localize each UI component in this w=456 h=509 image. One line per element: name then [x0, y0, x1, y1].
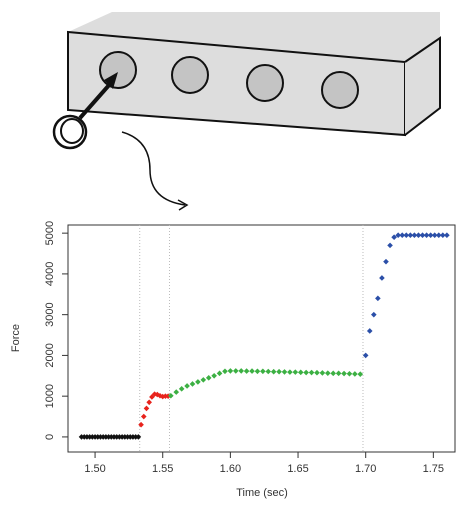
point — [216, 370, 223, 377]
point — [375, 295, 381, 302]
point — [308, 369, 315, 376]
point — [173, 389, 180, 395]
point — [399, 232, 406, 238]
y-tick-label: 2000 — [44, 343, 56, 367]
x-axis-label: Time (sec) — [236, 487, 288, 499]
point — [407, 232, 414, 238]
point — [254, 368, 261, 375]
point — [146, 399, 152, 406]
point — [270, 368, 277, 375]
point — [403, 232, 410, 238]
point — [427, 232, 434, 238]
point — [352, 371, 358, 377]
point — [238, 368, 245, 374]
point — [303, 369, 309, 376]
point — [292, 369, 299, 375]
y-tick-label: 1000 — [44, 384, 56, 408]
point — [189, 381, 196, 387]
point — [319, 370, 326, 376]
point — [178, 386, 185, 392]
point — [297, 369, 304, 376]
point — [431, 232, 438, 238]
point — [249, 368, 255, 374]
point — [395, 232, 401, 238]
point — [287, 369, 293, 375]
point — [222, 368, 228, 375]
point — [325, 370, 331, 376]
point — [383, 258, 389, 265]
point — [281, 369, 288, 375]
point — [366, 328, 373, 334]
x-tick-label: 1.55 — [152, 463, 173, 475]
point — [195, 379, 201, 385]
point — [184, 383, 190, 389]
point — [143, 405, 150, 412]
x-tick-label: 1.60 — [220, 463, 241, 475]
point — [260, 368, 266, 375]
point — [243, 368, 250, 374]
point — [435, 232, 442, 238]
point — [423, 232, 430, 238]
plot-frame — [67, 224, 456, 453]
y-tick-label: 4000 — [44, 262, 56, 286]
point — [138, 421, 144, 428]
point — [341, 370, 347, 377]
x-tick-label: 1.50 — [84, 463, 105, 475]
point — [149, 394, 155, 400]
block-illustration — [52, 12, 441, 211]
point — [135, 434, 142, 440]
point — [391, 234, 397, 241]
point — [314, 369, 320, 376]
point — [379, 275, 385, 281]
point — [154, 391, 161, 398]
point — [362, 352, 369, 359]
point — [276, 368, 282, 375]
y-tick-label: 5000 — [44, 221, 56, 245]
point — [411, 232, 418, 238]
point — [151, 391, 158, 397]
point — [357, 371, 364, 377]
point — [232, 368, 239, 374]
point — [346, 370, 353, 377]
point — [419, 232, 426, 238]
point — [444, 232, 450, 238]
y-tick-label: 0 — [44, 434, 56, 440]
point — [200, 377, 207, 383]
point — [168, 392, 174, 399]
point — [265, 368, 272, 375]
point — [211, 372, 217, 379]
point — [227, 368, 234, 374]
x-tick-label: 1.75 — [423, 463, 444, 475]
y-axis-label: Force — [10, 324, 22, 352]
point — [205, 375, 212, 381]
point — [440, 232, 446, 238]
x-tick-label: 1.70 — [355, 463, 376, 475]
point — [371, 311, 377, 318]
x-tick-label: 1.65 — [287, 463, 308, 475]
y-tick-label: 3000 — [44, 302, 56, 326]
point — [335, 370, 342, 377]
point — [140, 413, 147, 420]
point — [330, 370, 337, 377]
point — [415, 232, 422, 238]
point — [387, 242, 393, 249]
